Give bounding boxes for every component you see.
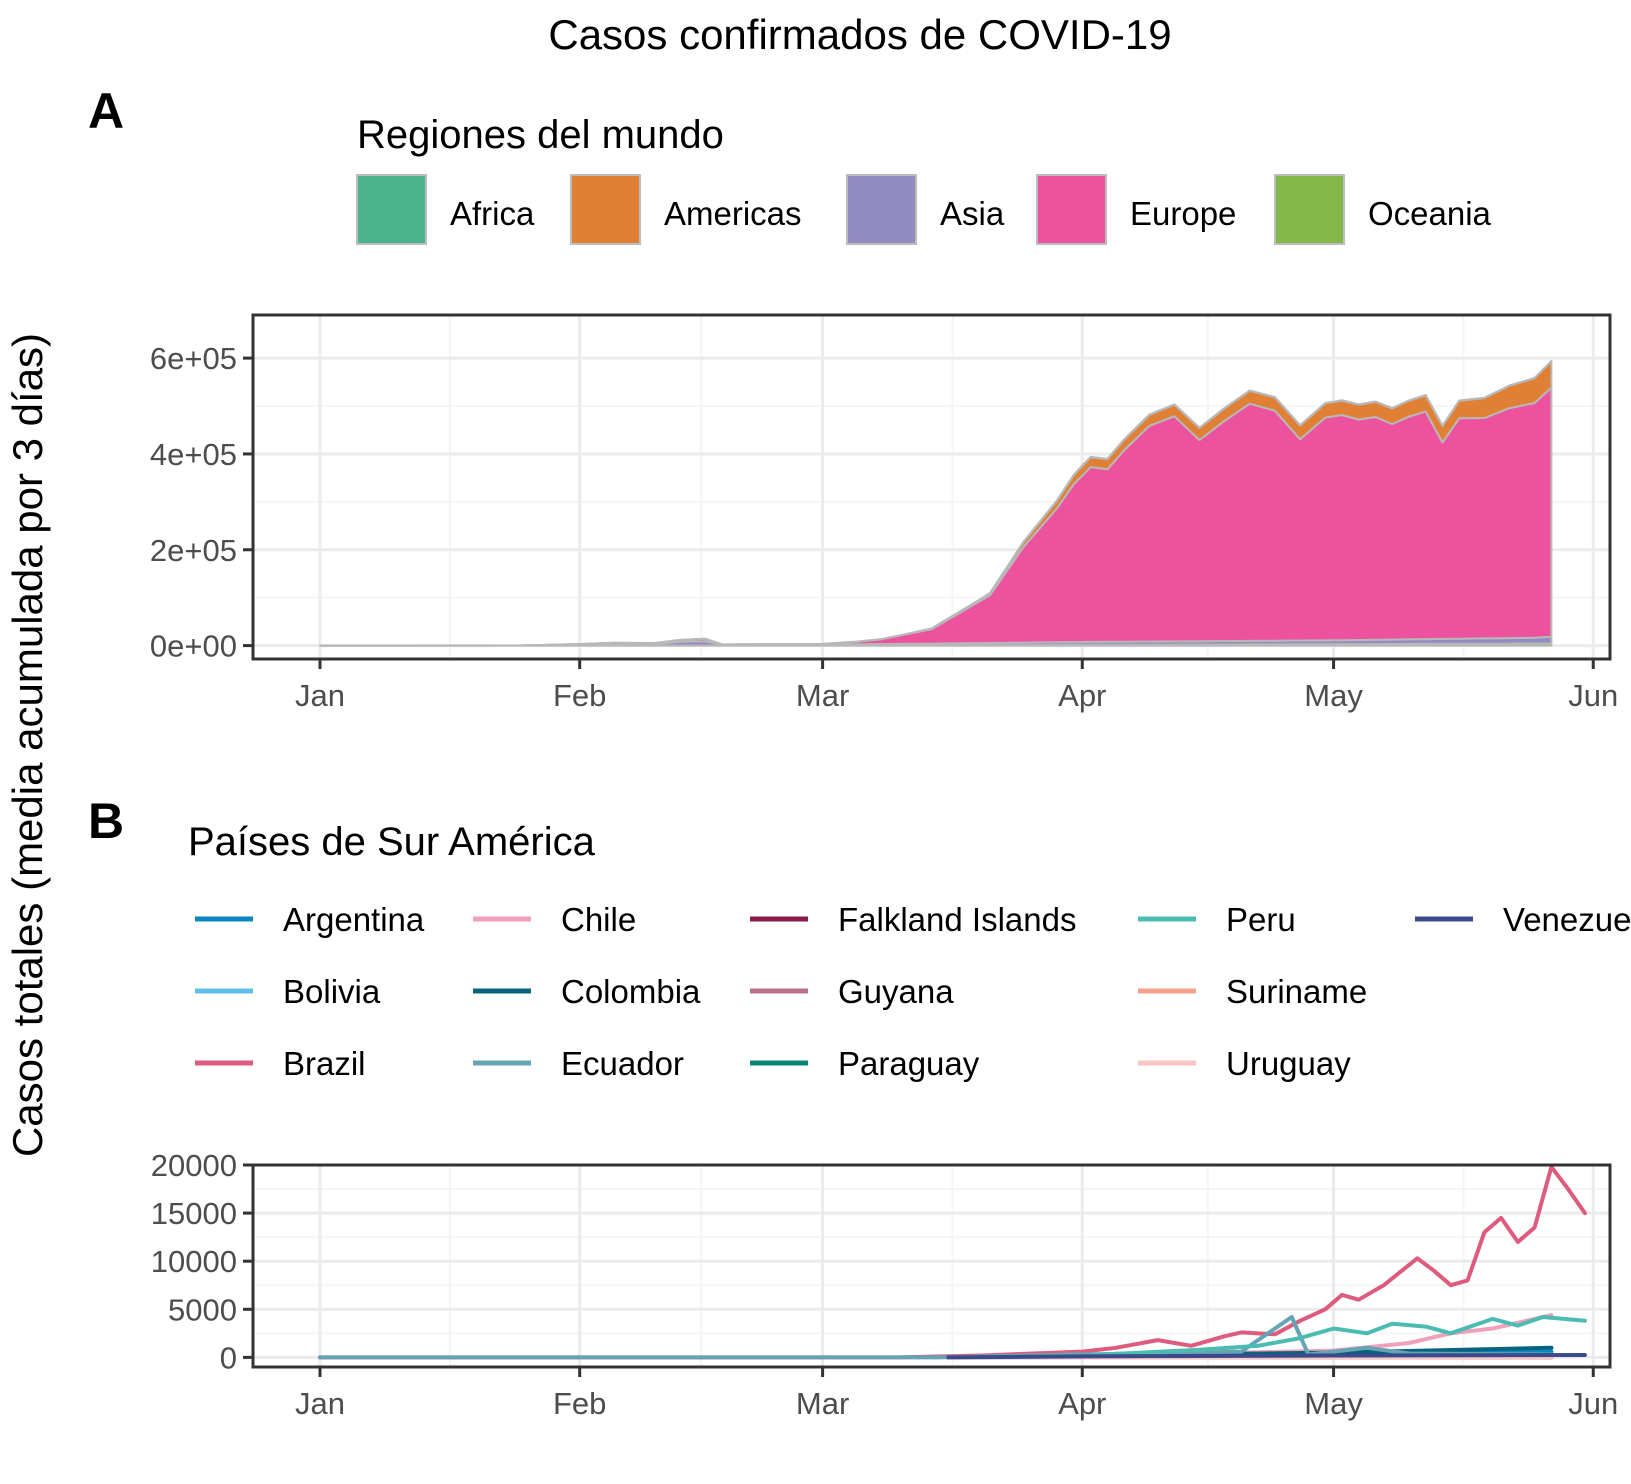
chart-title: Casos confirmados de COVID-19 — [548, 11, 1171, 58]
legend-label-bolivia: Bolivia — [283, 973, 381, 1010]
legend-label-asia: Asia — [940, 195, 1005, 232]
legend-label-brazil: Brazil — [283, 1045, 366, 1082]
legend-key-americas — [570, 174, 641, 245]
panel-a-area-europe — [319, 386, 1553, 647]
legend-label-chile: Chile — [561, 901, 636, 938]
panel-a-legend-title: Regiones del mundo — [357, 113, 724, 157]
legend-label-africa: Africa — [450, 195, 535, 232]
panel-b-x-tick-label: Jun — [1568, 1386, 1618, 1421]
legend-label-suriname: Suriname — [1226, 973, 1367, 1010]
panel-b-line-peru — [946, 1315, 1587, 1360]
y-axis-label: Casos totales (media acumulada por 3 día… — [4, 333, 51, 1157]
panel-b-legend: Argentina Bolivia Brazil Chile Colombia Ecuad… — [195, 901, 1631, 1082]
panel-b-line-venezuela — [946, 1353, 1587, 1360]
legend-label-argentina: Argentina — [283, 901, 425, 938]
panel-b-border — [251, 1163, 1612, 1369]
panel-a-marks — [319, 360, 1553, 647]
panel-a-y-tick-label: 2e+05 — [150, 533, 237, 568]
panel-a-x-tick-label: Jun — [1568, 678, 1618, 713]
legend-label-oceania: Oceania — [1368, 195, 1492, 232]
legend-label-falkland-islands: Falkland Islands — [838, 901, 1076, 938]
panel-a-plot: 0e+00 2e+05 4e+05 6e+05 Jan Feb Mar Apr May Jun — [150, 313, 1618, 713]
legend-key-oceania — [1274, 174, 1345, 245]
panel-a-x-tick-label: Apr — [1058, 678, 1106, 713]
panel-b-y-tick-label: 0 — [220, 1340, 237, 1375]
panel-b-marks — [318, 1165, 1587, 1360]
panel-b-x-tick-label: Feb — [553, 1386, 606, 1421]
panel-b-line-brazil — [318, 1165, 1587, 1360]
legend-key-africa — [356, 174, 427, 245]
panel-a-x-tick-label: Jan — [295, 678, 345, 713]
panel-b-y-tick-label: 15000 — [151, 1196, 237, 1231]
panel-b-plot: 0 5000 10000 15000 20000 Jan Feb Mar Apr May Jun — [151, 1148, 1618, 1421]
legend-label-europe: Europe — [1130, 195, 1236, 232]
panel-a-tag: A — [88, 83, 124, 139]
panel-b-x-tick-label: Mar — [796, 1386, 849, 1421]
panel-a-y-tick-label: 6e+05 — [150, 341, 237, 376]
panel-a-border — [251, 313, 1612, 661]
panel-b-x-tick-label: May — [1304, 1386, 1363, 1421]
panel-a-area-oceania — [319, 360, 1553, 647]
legend-label-peru: Peru — [1226, 901, 1296, 938]
legend-key-europe — [1036, 174, 1107, 245]
panel-a-x-tick-label: Mar — [796, 678, 849, 713]
legend-label-paraguay: Paraguay — [838, 1045, 980, 1082]
legend-label-venezuela: Venezuela — [1503, 901, 1631, 938]
panel-b-y-tick-label: 5000 — [168, 1292, 237, 1327]
panel-a-x-tick-label: May — [1304, 678, 1363, 713]
panel-b-y-tick-label: 10000 — [151, 1244, 237, 1279]
panel-b-y-tick-label: 20000 — [151, 1148, 237, 1183]
legend-label-americas: Americas — [664, 195, 802, 232]
panel-a-legend: Africa Americas Asia Europe Oceania — [356, 174, 1492, 245]
panel-b-x-tick-label: Jan — [295, 1386, 345, 1421]
legend-key-asia — [846, 174, 917, 245]
legend-label-ecuador: Ecuador — [561, 1045, 684, 1082]
panel-a-y-tick-label: 4e+05 — [150, 437, 237, 472]
panel-a-x-tick-label: Feb — [553, 678, 606, 713]
panel-b-x-tick-label: Apr — [1058, 1386, 1106, 1421]
legend-label-uruguay: Uruguay — [1226, 1045, 1351, 1082]
legend-label-guyana: Guyana — [838, 973, 954, 1010]
panel-a-y-tick-label: 0e+00 — [150, 629, 237, 664]
legend-label-colombia: Colombia — [561, 973, 701, 1010]
panel-b-tag: B — [88, 793, 124, 849]
panel-b-legend-title: Países de Sur América — [188, 820, 596, 864]
